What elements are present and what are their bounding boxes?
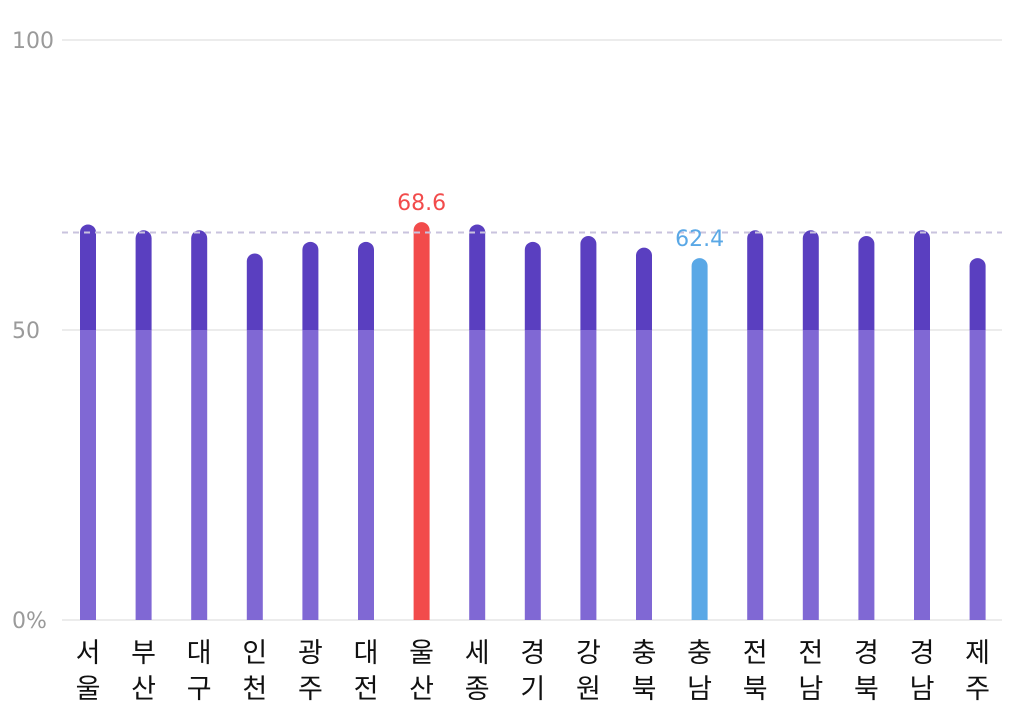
category-label-제주-1: 제 (965, 638, 990, 669)
category-label-광주-2: 주 (298, 674, 323, 705)
y-axis-ticks: 0% 50 100 (12, 29, 54, 634)
bar-충남 (691, 258, 708, 620)
y-tick-label-2: 100 (12, 29, 54, 54)
category-label-전북-2: 북 (743, 674, 768, 705)
bar-upper-세종 (469, 224, 486, 330)
bar-upper-전남 (802, 230, 819, 330)
bar-upper-전북 (747, 230, 764, 330)
bar-upper-대구 (191, 230, 208, 330)
category-label-전북-1: 전 (743, 638, 768, 669)
bar-lower-세종 (469, 330, 486, 620)
bar-upper-대전 (358, 241, 374, 330)
bar-lower-경기 (524, 330, 541, 620)
category-label-전남-2: 남 (798, 674, 823, 705)
category-label-세종-2: 종 (465, 674, 490, 705)
bar-lower-광주 (302, 330, 319, 620)
bar-lower-인천 (246, 330, 263, 620)
category-label-대구-1: 대 (187, 638, 212, 669)
category-label-세종-1: 세 (465, 638, 490, 669)
category-label-부산-1: 부 (131, 638, 156, 669)
category-label-경북-1: 경 (854, 638, 879, 669)
bar-upper-광주 (302, 241, 319, 330)
bar-lower-충북 (636, 330, 652, 620)
category-label-경남-2: 남 (910, 674, 935, 705)
category-label-제주-2: 주 (965, 674, 990, 705)
category-label-충북-2: 북 (632, 674, 657, 705)
bar-upper-경기 (524, 241, 541, 330)
y-tick-label-0: 0% (12, 609, 47, 634)
bar-lower-강원 (580, 330, 597, 620)
category-label-경기-2: 기 (520, 674, 545, 705)
bar-upper-경북 (858, 236, 875, 330)
category-label-대구-2: 구 (187, 674, 212, 705)
bar-lower-대전 (358, 330, 374, 620)
bar-upper-부산 (135, 230, 152, 330)
bar-lower-서울 (80, 330, 96, 620)
category-label-광주-1: 광 (298, 638, 323, 669)
bar-lower-전북 (747, 330, 764, 620)
category-label-울산-2: 산 (409, 674, 434, 705)
bar-upper-경남 (914, 230, 930, 330)
category-label-부산-2: 산 (131, 674, 156, 705)
category-label-대전-1: 대 (354, 638, 379, 669)
category-label-인천-2: 천 (242, 674, 267, 705)
category-label-경기-1: 경 (520, 638, 545, 669)
bar-upper-충북 (636, 247, 652, 330)
category-label-강원-2: 원 (576, 674, 601, 705)
bar-울산 (413, 222, 430, 620)
bar-lower-전남 (802, 330, 819, 620)
bar-upper-강원 (580, 236, 597, 330)
category-label-인천-1: 인 (242, 638, 267, 669)
category-label-경남-1: 경 (910, 638, 935, 669)
category-label-대전-2: 전 (354, 674, 379, 705)
category-label-서울-1: 서 (76, 638, 101, 669)
bars (80, 222, 986, 620)
data-labels: 68.6 62.4 (397, 191, 724, 252)
bar-lower-대구 (191, 330, 208, 620)
data-label-충남: 62.4 (675, 227, 724, 252)
data-label-울산: 68.6 (397, 191, 446, 216)
category-label-경북-2: 북 (854, 674, 879, 705)
y-tick-label-1: 50 (12, 319, 40, 344)
bar-upper-인천 (246, 253, 263, 330)
category-label-충북-1: 충 (632, 638, 657, 669)
category-label-울산-1: 울 (409, 638, 434, 669)
category-label-강원-1: 강 (576, 638, 601, 669)
bar-upper-서울 (80, 224, 96, 330)
category-label-충남-1: 충 (687, 638, 712, 669)
bar-lower-부산 (135, 330, 152, 620)
bar-lower-제주 (969, 330, 986, 620)
category-label-전남-1: 전 (798, 638, 823, 669)
bar-upper-제주 (969, 258, 986, 330)
category-label-서울-2: 울 (76, 674, 101, 705)
bar-lower-경북 (858, 330, 875, 620)
category-label-충남-2: 남 (687, 674, 712, 705)
bar-lower-경남 (914, 330, 930, 620)
